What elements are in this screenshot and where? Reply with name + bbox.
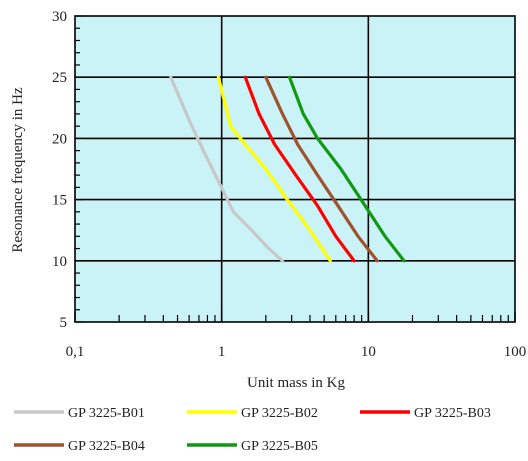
- y-tick-label: 30: [52, 9, 67, 25]
- y-tick-label: 20: [52, 131, 67, 147]
- axis-ticks: [74, 15, 516, 323]
- series-line-2: [216, 75, 332, 263]
- plot-area: [74, 15, 516, 323]
- x-axis-title: Unit mass in Kg: [247, 375, 345, 391]
- x-tick-label: 0,1: [66, 344, 85, 360]
- plot-background: [75, 16, 515, 322]
- legend-label-3: GP 3225-B03: [414, 406, 491, 421]
- x-tick-label: 10: [361, 344, 376, 360]
- x-tick-label: 100: [504, 344, 527, 360]
- series-line-1: [169, 75, 285, 263]
- y-tick-label: 10: [52, 254, 67, 270]
- x-tick-label: 1: [218, 344, 226, 360]
- series-line-5: [287, 75, 406, 263]
- y-axis-title: Resonance frequency in Hz: [10, 87, 26, 253]
- series-line-4: [264, 75, 379, 263]
- legend-label-5: GP 3225-B05: [241, 439, 318, 454]
- series-lines: [169, 75, 406, 263]
- y-tick-label: 5: [60, 315, 68, 331]
- series-line-3: [243, 75, 356, 263]
- y-tick-label: 15: [52, 193, 67, 209]
- plot-frame: [74, 15, 516, 323]
- legend-label-4: GP 3225-B04: [68, 439, 145, 454]
- tick-labels: 0,1 1 10 100 5 10 15 20 25 30: [52, 9, 526, 360]
- legend: GP 3225-B01 GP 3225-B02 GP 3225-B03 GP 3225…: [14, 406, 491, 454]
- y-tick-label: 25: [52, 70, 67, 86]
- legend-label-2: GP 3225-B02: [241, 406, 318, 421]
- legend-label-1: GP 3225-B01: [68, 406, 145, 421]
